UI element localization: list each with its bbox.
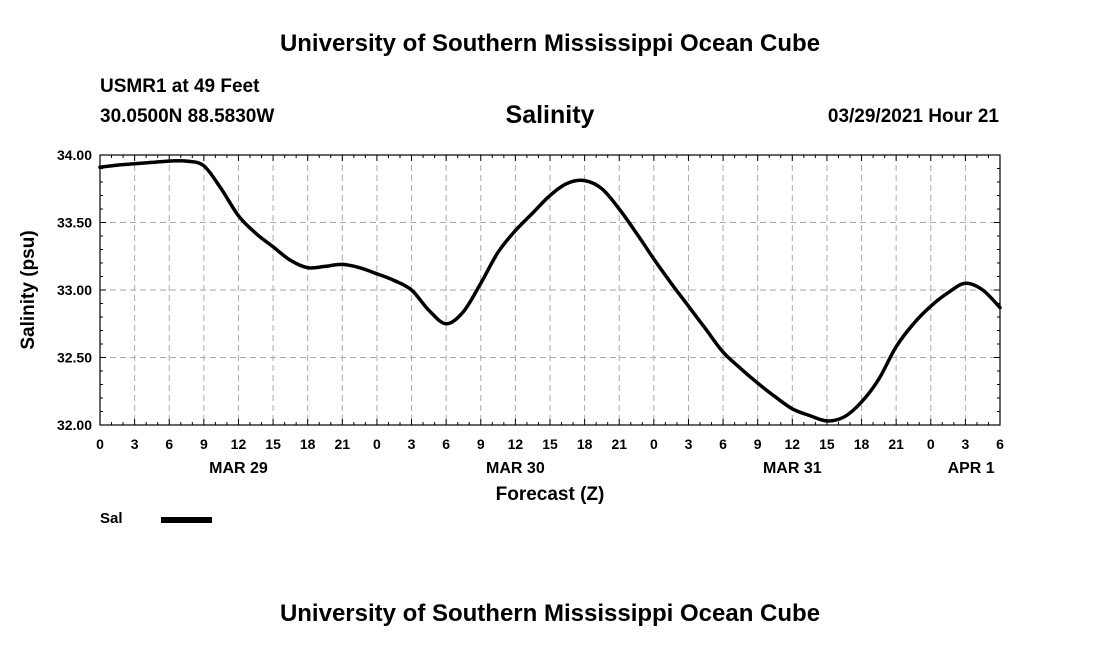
x-tick-label-1: 3	[131, 436, 139, 452]
legend-label-sal: Sal	[100, 510, 123, 527]
date-label-0: MAR 29	[209, 460, 268, 477]
plot-axes	[99, 154, 1001, 426]
series-line-sal	[98, 158, 1002, 423]
x-axis-title: Forecast (Z)	[496, 484, 605, 505]
y-tick-label-0: 32.00	[57, 417, 92, 433]
x-tick-label-21: 15	[819, 436, 835, 452]
date-label-3: APR 1	[948, 460, 995, 477]
x-tick-label-11: 9	[477, 436, 485, 452]
station-label: USMR1 at 49 Feet	[100, 76, 260, 97]
x-tick-label-8: 0	[373, 436, 381, 452]
x-tick-label-17: 3	[685, 436, 693, 452]
x-tick-label-10: 6	[442, 436, 450, 452]
x-tick-label-5: 15	[265, 436, 281, 452]
x-tick-label-0: 0	[96, 436, 104, 452]
x-tick-label-9: 3	[408, 436, 416, 452]
y-tick-label-1: 32.50	[57, 350, 92, 366]
forecast-date-time: 03/29/2021 Hour 21	[827, 106, 999, 127]
x-tick-label-6: 18	[300, 436, 316, 452]
x-tick-label-4: 12	[231, 436, 247, 452]
date-label-1: MAR 30	[486, 460, 545, 477]
legend-swatch-sal	[161, 517, 212, 523]
x-tick-label-16: 0	[650, 436, 658, 452]
x-tick-label-14: 18	[577, 436, 593, 452]
x-tick-label-13: 15	[542, 436, 558, 452]
date-label-2: MAR 31	[763, 460, 822, 477]
x-tick-label-24: 0	[927, 436, 935, 452]
grid-lines	[100, 155, 1000, 425]
coordinates-label: 30.0500N 88.5830W	[100, 106, 275, 127]
axis-labels: 0 3 6 9 12 15 18 21 0 3 6 9 12 15 18 21 0 3 6 9 12 15 18 21 0 3 6 M…	[18, 147, 1004, 505]
x-tick-label-22: 18	[854, 436, 870, 452]
y-tick-label-2: 33.00	[57, 282, 92, 298]
y-tick-label-3: 33.50	[57, 215, 92, 231]
x-tick-label-7: 21	[335, 436, 351, 452]
y-tick-label-4: 34.00	[57, 147, 92, 163]
x-tick-label-15: 21	[611, 436, 627, 452]
x-tick-label-18: 6	[719, 436, 727, 452]
series-layer	[98, 158, 1002, 423]
y-axis-title: Salinity (psu)	[18, 230, 39, 349]
x-tick-label-23: 21	[888, 436, 904, 452]
x-tick-label-12: 12	[508, 436, 524, 452]
x-tick-label-25: 3	[961, 436, 969, 452]
x-tick-label-2: 6	[165, 436, 173, 452]
header-title: University of Southern Mississippi Ocean…	[279, 30, 821, 57]
x-tick-label-19: 9	[754, 436, 762, 452]
x-tick-label-20: 12	[785, 436, 801, 452]
chart-title: Salinity	[505, 101, 595, 129]
x-tick-label-26: 6	[996, 436, 1004, 452]
footer-title: University of Southern Mississippi Ocean…	[279, 600, 821, 627]
x-tick-label-3: 9	[200, 436, 208, 452]
